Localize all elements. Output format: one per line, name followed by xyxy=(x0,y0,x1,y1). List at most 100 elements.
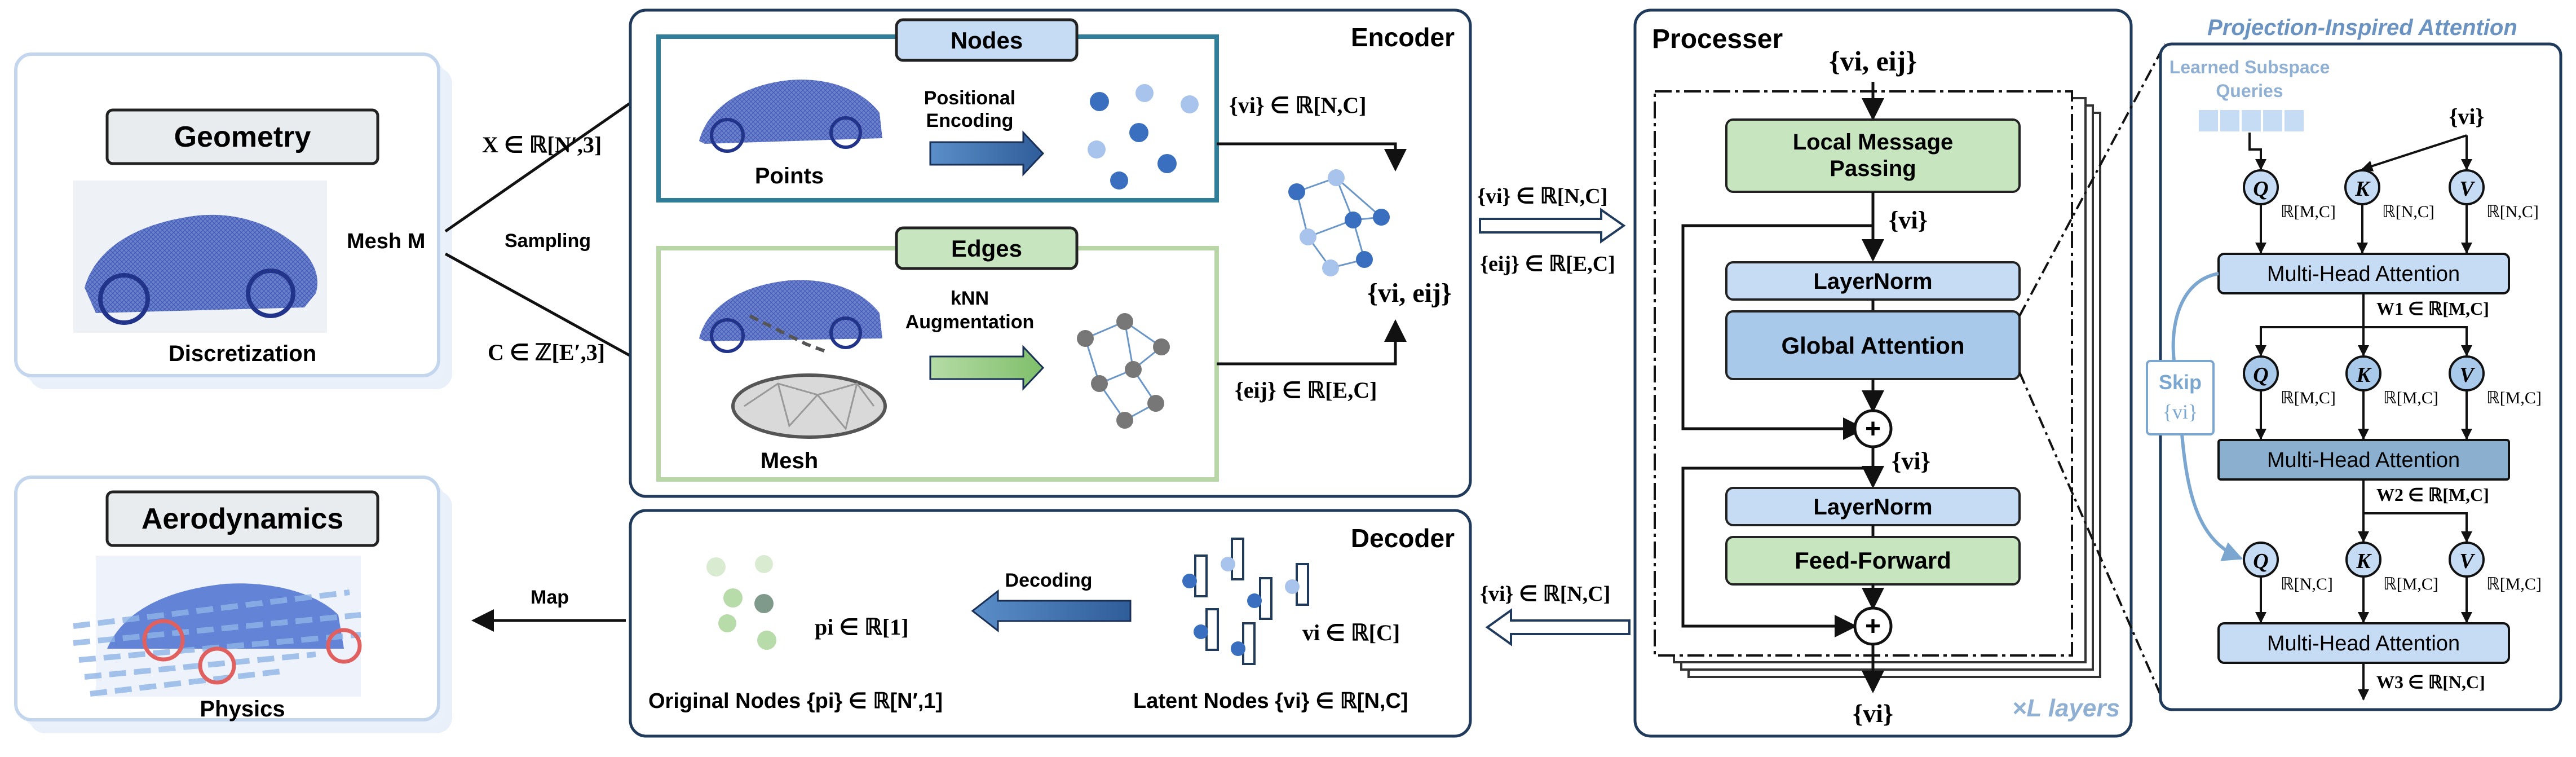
knn-line2: Augmentation xyxy=(905,311,1035,333)
positional-encoding-arrow xyxy=(929,130,1045,177)
encoder-to-processor: {vi} ∈ ℝ[N,C] {eij} ∈ ℝ[E,C] xyxy=(1477,184,1626,276)
latent-node-vectors xyxy=(1182,538,1309,665)
aerodynamics-caption: Physics xyxy=(200,697,285,721)
geometry-caption: Discretization xyxy=(169,341,316,366)
local-message-line1: Local Message xyxy=(1793,130,1954,155)
row2-q-dim: ℝ[M,C] xyxy=(2281,389,2336,407)
encoded-points xyxy=(1088,84,1199,190)
original-nodes-label: Original Nodes {pi} ∈ ℝ[N′,1] xyxy=(648,689,943,713)
vi-mid: {vi} xyxy=(1892,447,1930,475)
mesh-label: Mesh M xyxy=(347,230,425,253)
k-node-2-label: K xyxy=(2356,363,2372,387)
processor-output: {vi} xyxy=(1853,699,1893,728)
knn-graph xyxy=(1077,313,1170,429)
layers-label: ×L layers xyxy=(2012,694,2120,722)
from-processor-arrow xyxy=(1485,608,1631,646)
q-node-3-label: Q xyxy=(2253,549,2268,573)
car-mesh-image xyxy=(85,214,318,325)
aerodynamics-title-box xyxy=(105,490,379,547)
add-node-1-plus: + xyxy=(1865,414,1881,444)
nodes-tag-label: Nodes xyxy=(951,27,1023,54)
q-node-2-label: Q xyxy=(2253,363,2268,387)
positional-encoding-line1: Positional xyxy=(924,87,1015,109)
row3-q-dim: ℝ[N,C] xyxy=(2281,575,2333,593)
skip-path-bottom xyxy=(2180,434,2243,561)
attention-title: Projection-Inspired Attention xyxy=(2207,15,2517,40)
residual-path-1 xyxy=(1681,224,1873,440)
decoder-title: Decoder xyxy=(1351,523,1455,553)
positional-encoding-line2: Encoding xyxy=(926,110,1014,131)
row2-v-dim: ℝ[M,C] xyxy=(2486,389,2542,407)
vi-label: vi ∈ ℝ[C] xyxy=(1302,620,1400,645)
q-node-1-label: Q xyxy=(2253,177,2268,201)
encoder-panel: Encoder Nodes Points Positional Encoding… xyxy=(629,8,1472,498)
processor-to-decoder: {vi} ∈ ℝ[N,C] xyxy=(1480,582,1631,646)
residual-path-2 xyxy=(1681,466,1873,637)
nodes-to-graph-line xyxy=(1217,142,1407,171)
processor-title: Processer xyxy=(1652,24,1783,54)
map-label: Map xyxy=(531,587,569,608)
mha-2-label: Multi-Head Attention xyxy=(2267,448,2460,472)
row1-v-dim: ℝ[N,C] xyxy=(2486,203,2539,221)
decoding-arrow xyxy=(971,589,1132,633)
pi-label: pi ∈ ℝ[1] xyxy=(815,614,909,640)
edges-tag xyxy=(895,226,1079,270)
aerodynamics-title: Aerodynamics xyxy=(142,503,343,535)
processor-input: {vi, eij} xyxy=(1829,45,1917,77)
to-processor-vi: {vi} ∈ ℝ[N,C] xyxy=(1477,184,1607,208)
k-node-3-label: K xyxy=(2356,549,2372,573)
sampling-arrows: X ∈ ℝ[N′,3] Sampling C ∈ ℤ[E′,3] xyxy=(444,84,657,371)
geometry-title-box xyxy=(105,108,379,165)
decoding-label: Decoding xyxy=(1005,570,1093,591)
w1-label: W1 ∈ ℝ[M,C] xyxy=(2376,298,2489,319)
queries-line2: Queries xyxy=(2216,81,2283,101)
knn-line1: kNN xyxy=(951,288,989,309)
w2-label: W2 ∈ ℝ[M,C] xyxy=(2376,485,2489,505)
v-node-2-label: V xyxy=(2459,363,2475,387)
row1-q-dim: ℝ[M,C] xyxy=(2281,203,2336,221)
aerodynamics-panel: Aerodynamics Physics xyxy=(14,476,452,733)
c-label: C ∈ ℤ[E′,3] xyxy=(488,340,605,365)
to-processor-arrow xyxy=(1479,208,1626,244)
vi-out-label: {vi} ∈ ℝ[N,C] xyxy=(1229,93,1367,118)
add-node-2-plus: + xyxy=(1865,611,1881,641)
nodes-tag xyxy=(895,18,1079,62)
feed-forward-label: Feed-Forward xyxy=(1795,547,1951,574)
graph-label: {vi, eij} xyxy=(1367,278,1452,308)
combined-graph xyxy=(1288,169,1390,276)
mesh-caption: Mesh xyxy=(761,448,818,473)
points-label: Points xyxy=(755,164,824,188)
points-cloud-image xyxy=(699,80,882,153)
local-message-line2: Passing xyxy=(1830,156,1916,181)
attention-vi-in: {vi} xyxy=(2449,104,2485,129)
original-points xyxy=(706,555,776,650)
to-processor-eij: {eij} ∈ ℝ[E,C] xyxy=(1480,252,1615,276)
mesh-edges-image xyxy=(699,280,887,439)
car-flow-image xyxy=(73,583,362,697)
processor-panel: Processer {vi, eij} Local Message Passin… xyxy=(1633,8,2133,738)
map-arrow: Map xyxy=(471,587,626,632)
sampling-label: Sampling xyxy=(505,230,591,252)
geometry-panel: Geometry Mesh M Discretization xyxy=(14,52,452,389)
global-attention-label: Global Attention xyxy=(1781,332,1964,359)
k-node-1-label: K xyxy=(2354,177,2371,201)
geometry-title: Geometry xyxy=(174,121,311,153)
layernorm-1-label: LayerNorm xyxy=(1813,269,1932,294)
w3-label: W3 ∈ ℝ[N,C] xyxy=(2376,672,2485,692)
skip-box xyxy=(2146,360,2215,435)
v-node-3-label: V xyxy=(2459,549,2475,573)
row3-k-dim: ℝ[M,C] xyxy=(2383,575,2438,593)
vi-after-local: {vi} xyxy=(1889,206,1928,234)
attention-panel: Projection-Inspired Attention Learned Su… xyxy=(2146,15,2562,711)
zoom-line-bottom xyxy=(2018,372,2166,706)
row3-v-dim: ℝ[M,C] xyxy=(2486,575,2542,593)
learned-query-tokens xyxy=(2199,110,2304,131)
eij-out-label: {eij} ∈ ℝ[E,C] xyxy=(1235,377,1377,403)
x-label: X ∈ ℝ[N′,3] xyxy=(482,132,602,157)
latent-nodes-label: Latent Nodes {vi} ∈ ℝ[N,C] xyxy=(1133,689,1408,713)
layernorm-2-label: LayerNorm xyxy=(1813,495,1932,520)
queries-line1: Learned Subspace xyxy=(2170,57,2330,77)
edges-to-graph-line xyxy=(1217,319,1407,366)
v-node-1-label: V xyxy=(2459,177,2475,201)
